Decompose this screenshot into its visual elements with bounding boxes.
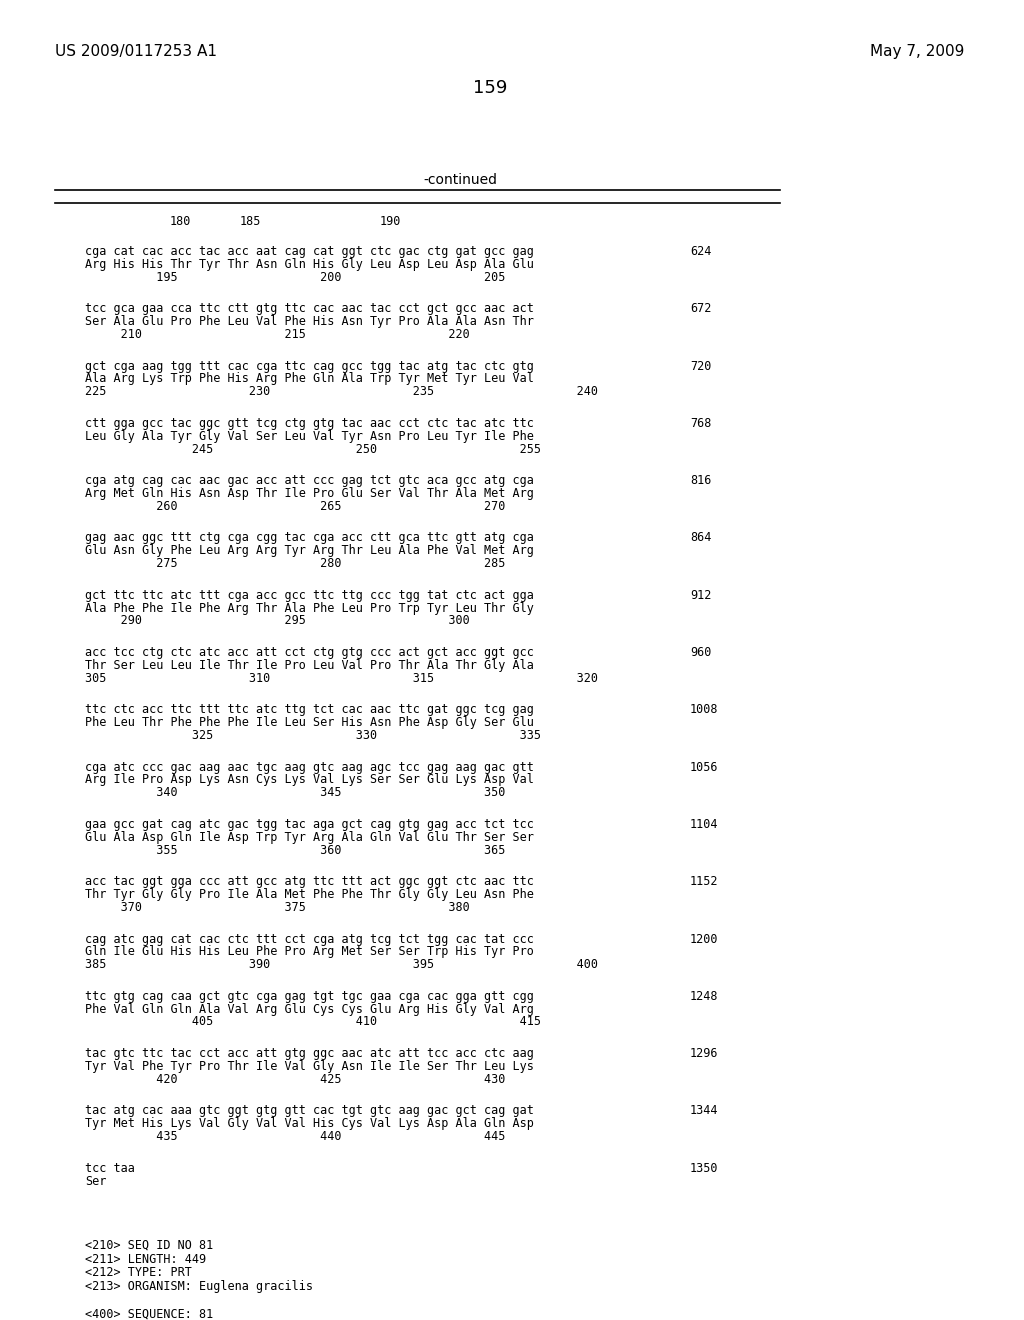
Text: 768: 768 (690, 417, 712, 430)
Text: 185: 185 (240, 215, 261, 228)
Text: 435                    440                    445: 435 440 445 (85, 1130, 506, 1143)
Text: Ala Phe Phe Ile Phe Arg Thr Ala Phe Leu Pro Trp Tyr Leu Thr Gly: Ala Phe Phe Ile Phe Arg Thr Ala Phe Leu … (85, 602, 534, 615)
Text: 385                    390                    395                    400: 385 390 395 400 (85, 958, 598, 972)
Text: Arg Met Gln His Asn Asp Thr Ile Pro Glu Ser Val Thr Ala Met Arg: Arg Met Gln His Asn Asp Thr Ile Pro Glu … (85, 487, 534, 500)
Text: 1200: 1200 (690, 932, 719, 945)
Text: ttc ctc acc ttc ttt ttc atc ttg tct cac aac ttc gat ggc tcg gag: ttc ctc acc ttc ttt ttc atc ttg tct cac … (85, 704, 534, 717)
Text: 180: 180 (169, 215, 190, 228)
Text: 1056: 1056 (690, 760, 719, 774)
Text: 340                    345                    350: 340 345 350 (85, 787, 506, 800)
Text: 290                    295                    300: 290 295 300 (85, 614, 470, 627)
Text: tac gtc ttc tac cct acc att gtg ggc aac atc att tcc acc ctc aag: tac gtc ttc tac cct acc att gtg ggc aac … (85, 1047, 534, 1060)
Text: Tyr Met His Lys Val Gly Val Val His Cys Val Lys Asp Ala Gln Asp: Tyr Met His Lys Val Gly Val Val His Cys … (85, 1117, 534, 1130)
Text: 816: 816 (690, 474, 712, 487)
Text: <400> SEQUENCE: 81: <400> SEQUENCE: 81 (85, 1308, 213, 1320)
Text: tcc taa: tcc taa (85, 1162, 135, 1175)
Text: Phe Val Gln Gln Ala Val Arg Glu Cys Cys Glu Arg His Gly Val Arg: Phe Val Gln Gln Ala Val Arg Glu Cys Cys … (85, 1003, 534, 1015)
Text: 1344: 1344 (690, 1105, 719, 1118)
Text: Thr Ser Leu Leu Ile Thr Ile Pro Leu Val Pro Thr Ala Thr Gly Ala: Thr Ser Leu Leu Ile Thr Ile Pro Leu Val … (85, 659, 534, 672)
Text: 1152: 1152 (690, 875, 719, 888)
Text: 225                    230                    235                    240: 225 230 235 240 (85, 385, 598, 399)
Text: ctt gga gcc tac ggc gtt tcg ctg gtg tac aac cct ctc tac atc ttc: ctt gga gcc tac ggc gtt tcg ctg gtg tac … (85, 417, 534, 430)
Text: <213> ORGANISM: Euglena gracilis: <213> ORGANISM: Euglena gracilis (85, 1280, 313, 1294)
Text: US 2009/0117253 A1: US 2009/0117253 A1 (55, 45, 217, 59)
Text: 720: 720 (690, 359, 712, 372)
Text: 1248: 1248 (690, 990, 719, 1003)
Text: 1008: 1008 (690, 704, 719, 717)
Text: gaa gcc gat cag atc gac tgg tac aga gct cag gtg gag acc tct tcc: gaa gcc gat cag atc gac tgg tac aga gct … (85, 818, 534, 830)
Text: cga atc ccc gac aag aac tgc aag gtc aag agc tcc gag aag gac gtt: cga atc ccc gac aag aac tgc aag gtc aag … (85, 760, 534, 774)
Text: 260                    265                    270: 260 265 270 (85, 500, 506, 513)
Text: Ser Ala Glu Pro Phe Leu Val Phe His Asn Tyr Pro Ala Ala Asn Thr: Ser Ala Glu Pro Phe Leu Val Phe His Asn … (85, 315, 534, 329)
Text: Thr Tyr Gly Gly Pro Ile Ala Met Phe Phe Thr Gly Gly Leu Asn Phe: Thr Tyr Gly Gly Pro Ile Ala Met Phe Phe … (85, 888, 534, 902)
Text: gct ttc ttc atc ttt cga acc gcc ttc ttg ccc tgg tat ctc act gga: gct ttc ttc atc ttt cga acc gcc ttc ttg … (85, 589, 534, 602)
Text: gct cga aag tgg ttt cac cga ttc cag gcc tgg tac atg tac ctc gtg: gct cga aag tgg ttt cac cga ttc cag gcc … (85, 359, 534, 372)
Text: 355                    360                    365: 355 360 365 (85, 843, 506, 857)
Text: 420                    425                    430: 420 425 430 (85, 1073, 506, 1086)
Text: Tyr Val Phe Tyr Pro Thr Ile Val Gly Asn Ile Ile Ser Thr Leu Lys: Tyr Val Phe Tyr Pro Thr Ile Val Gly Asn … (85, 1060, 534, 1073)
Text: 245                    250                    255: 245 250 255 (85, 442, 541, 455)
Text: cga atg cag cac aac gac acc att ccc gag tct gtc aca gcc atg cga: cga atg cag cac aac gac acc att ccc gag … (85, 474, 534, 487)
Text: Ser: Ser (85, 1175, 106, 1188)
Text: Arg Ile Pro Asp Lys Asn Cys Lys Val Lys Ser Ser Glu Lys Asp Val: Arg Ile Pro Asp Lys Asn Cys Lys Val Lys … (85, 774, 534, 787)
Text: 370                    375                    380: 370 375 380 (85, 900, 470, 913)
Text: 624: 624 (690, 246, 712, 257)
Text: Arg His His Thr Tyr Thr Asn Gln His Gly Leu Asp Leu Asp Ala Glu: Arg His His Thr Tyr Thr Asn Gln His Gly … (85, 257, 534, 271)
Text: 325                    330                    335: 325 330 335 (85, 729, 541, 742)
Text: 190: 190 (379, 215, 400, 228)
Text: 195                    200                    205: 195 200 205 (85, 271, 506, 284)
Text: <211> LENGTH: 449: <211> LENGTH: 449 (85, 1253, 206, 1266)
Text: Leu Gly Ala Tyr Gly Val Ser Leu Val Tyr Asn Pro Leu Tyr Ile Phe: Leu Gly Ala Tyr Gly Val Ser Leu Val Tyr … (85, 430, 534, 442)
Text: <210> SEQ ID NO 81: <210> SEQ ID NO 81 (85, 1238, 213, 1251)
Text: Phe Leu Thr Phe Phe Phe Ile Leu Ser His Asn Phe Asp Gly Ser Glu: Phe Leu Thr Phe Phe Phe Ile Leu Ser His … (85, 717, 534, 729)
Text: 1296: 1296 (690, 1047, 719, 1060)
Text: 1350: 1350 (690, 1162, 719, 1175)
Text: gag aac ggc ttt ctg cga cgg tac cga acc ctt gca ttc gtt atg cga: gag aac ggc ttt ctg cga cgg tac cga acc … (85, 532, 534, 544)
Text: 405                    410                    415: 405 410 415 (85, 1015, 541, 1028)
Text: Glu Ala Asp Gln Ile Asp Trp Tyr Arg Ala Gln Val Glu Thr Ser Ser: Glu Ala Asp Gln Ile Asp Trp Tyr Arg Ala … (85, 830, 534, 843)
Text: tac atg cac aaa gtc ggt gtg gtt cac tgt gtc aag gac gct cag gat: tac atg cac aaa gtc ggt gtg gtt cac tgt … (85, 1105, 534, 1118)
Text: tcc gca gaa cca ttc ctt gtg ttc cac aac tac cct gct gcc aac act: tcc gca gaa cca ttc ctt gtg ttc cac aac … (85, 302, 534, 315)
Text: 864: 864 (690, 532, 712, 544)
Text: cag atc gag cat cac ctc ttt cct cga atg tcg tct tgg cac tat ccc: cag atc gag cat cac ctc ttt cct cga atg … (85, 932, 534, 945)
Text: 275                    280                    285: 275 280 285 (85, 557, 506, 570)
Text: Gln Ile Glu His His Leu Phe Pro Arg Met Ser Ser Trp His Tyr Pro: Gln Ile Glu His His Leu Phe Pro Arg Met … (85, 945, 534, 958)
Text: 1104: 1104 (690, 818, 719, 830)
Text: <212> TYPE: PRT: <212> TYPE: PRT (85, 1266, 191, 1279)
Text: 210                    215                    220: 210 215 220 (85, 327, 470, 341)
Text: acc tcc ctg ctc atc acc att cct ctg gtg ccc act gct acc ggt gcc: acc tcc ctg ctc atc acc att cct ctg gtg … (85, 645, 534, 659)
Text: 912: 912 (690, 589, 712, 602)
Text: May 7, 2009: May 7, 2009 (870, 45, 965, 59)
Text: cga cat cac acc tac acc aat cag cat ggt ctc gac ctg gat gcc gag: cga cat cac acc tac acc aat cag cat ggt … (85, 246, 534, 257)
Text: ttc gtg cag caa gct gtc cga gag tgt tgc gaa cga cac gga gtt cgg: ttc gtg cag caa gct gtc cga gag tgt tgc … (85, 990, 534, 1003)
Text: -continued: -continued (423, 173, 497, 187)
Text: 960: 960 (690, 645, 712, 659)
Text: 672: 672 (690, 302, 712, 315)
Text: Glu Asn Gly Phe Leu Arg Arg Tyr Arg Thr Leu Ala Phe Val Met Arg: Glu Asn Gly Phe Leu Arg Arg Tyr Arg Thr … (85, 544, 534, 557)
Text: 159: 159 (473, 79, 507, 98)
Text: acc tac ggt gga ccc att gcc atg ttc ttt act ggc ggt ctc aac ttc: acc tac ggt gga ccc att gcc atg ttc ttt … (85, 875, 534, 888)
Text: Ala Arg Lys Trp Phe His Arg Phe Gln Ala Trp Tyr Met Tyr Leu Val: Ala Arg Lys Trp Phe His Arg Phe Gln Ala … (85, 372, 534, 385)
Text: 305                    310                    315                    320: 305 310 315 320 (85, 672, 598, 685)
